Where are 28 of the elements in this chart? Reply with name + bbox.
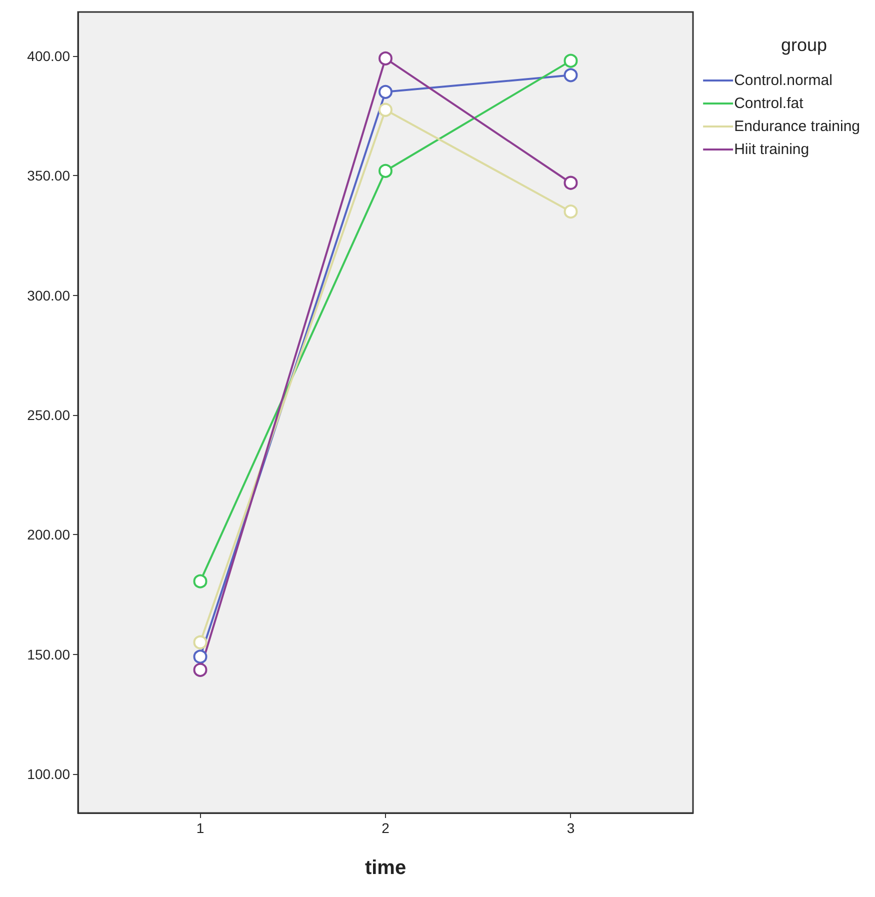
x-tick-label: 3 <box>566 820 575 836</box>
point <box>378 84 392 99</box>
legend-label: Control.fat <box>734 95 804 112</box>
x-tick-label: 1 <box>196 820 204 836</box>
point <box>564 176 578 190</box>
point <box>378 51 392 66</box>
point <box>193 574 208 588</box>
y-tick-label: 100.00 <box>27 766 70 782</box>
x-axis-title: time <box>364 857 406 879</box>
y-tick-label: 300.00 <box>27 287 70 304</box>
point <box>193 662 208 677</box>
y-tick-label: 150.00 <box>27 646 70 662</box>
point <box>378 164 392 178</box>
legend-label: Control.normal <box>734 72 832 89</box>
legend-title: group <box>780 35 828 55</box>
y-tick-label: 350.00 <box>27 168 70 184</box>
y-tick-label: 200.00 <box>27 526 70 543</box>
point <box>564 204 578 219</box>
point <box>193 650 208 664</box>
point <box>193 635 208 650</box>
point <box>564 68 578 82</box>
legend-label: Hiit training <box>734 141 810 158</box>
legend-label: Endurance training <box>734 118 860 135</box>
y-tick-label: 400.00 <box>27 48 70 64</box>
point <box>564 54 578 68</box>
point <box>378 102 392 117</box>
y-tick-label: 250.00 <box>27 407 70 424</box>
x-tick-label: 2 <box>382 820 390 836</box>
